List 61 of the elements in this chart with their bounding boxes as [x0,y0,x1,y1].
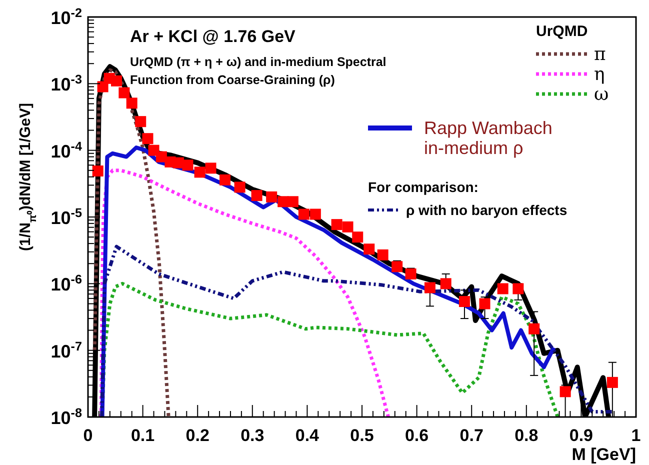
legend-title: UrQMD [536,23,588,40]
x-tick-label: 0.3 [240,426,264,445]
point [142,133,154,144]
x-tick-label: 0 [83,426,93,445]
point [560,386,571,398]
legend-label: η [594,64,605,85]
point [251,190,262,202]
y-tick-label: 10$^{-7}$ [50,339,82,362]
point [278,196,289,208]
x-tick-label: 0.7 [460,426,484,445]
line-series [99,168,390,417]
point [194,166,206,178]
point [220,174,230,186]
x-tick-label: 0.8 [514,426,538,445]
point [440,278,452,290]
point [377,249,388,260]
x-tick-label: 0.5 [350,426,374,445]
point [266,191,278,202]
point [352,232,364,243]
point [497,283,508,294]
point [298,208,310,220]
point [424,282,436,294]
point [528,323,540,334]
point [458,296,470,308]
point [205,162,216,174]
y-tick-label: 10$^{-5}$ [50,206,82,228]
point [331,219,342,230]
text: Ar + KCl @ 1.76 GeV [130,27,296,46]
point [479,298,490,310]
legend-label: ρ with no baryon effects [406,202,568,218]
annotation: For comparison: [368,179,478,195]
legend-label: Rapp Wambach in-medium ρ [424,118,552,158]
point [405,268,416,280]
y-tick-label: 10$^{-4}$ [50,139,82,162]
point [342,221,354,232]
y-tick-label: 10$^{-6}$ [50,272,82,295]
point [234,182,246,193]
point [92,165,104,176]
point [287,196,298,208]
point [110,75,122,86]
x-tick-label: 0.6 [404,426,429,445]
point [512,283,524,294]
y-tick-label: 10$^{-8}$ [50,406,82,428]
legend-label: π [594,44,606,65]
x-tick-label: 0.1 [130,426,155,445]
point [126,98,138,109]
y-tick-label: 10$^{-2}$ [50,6,82,28]
x-tick-label: 0.4 [295,426,320,445]
point [182,160,194,171]
point [135,116,146,128]
x-tick-label: 0.2 [186,426,210,445]
legend-label: ω [594,84,609,105]
point [606,376,618,388]
x-axis-title: M [GeV] [572,445,636,464]
point [118,87,130,98]
x-tick-label: 1 [631,426,641,445]
point [310,208,321,220]
point [364,244,375,255]
y-tick-label: 10$^{-3}$ [50,72,82,95]
text: UrQMD (π + η + ω) and in-medium Spectral Function from Coarse-Graining (ρ) [130,55,386,87]
x-tick-label: 0.9 [569,426,594,445]
